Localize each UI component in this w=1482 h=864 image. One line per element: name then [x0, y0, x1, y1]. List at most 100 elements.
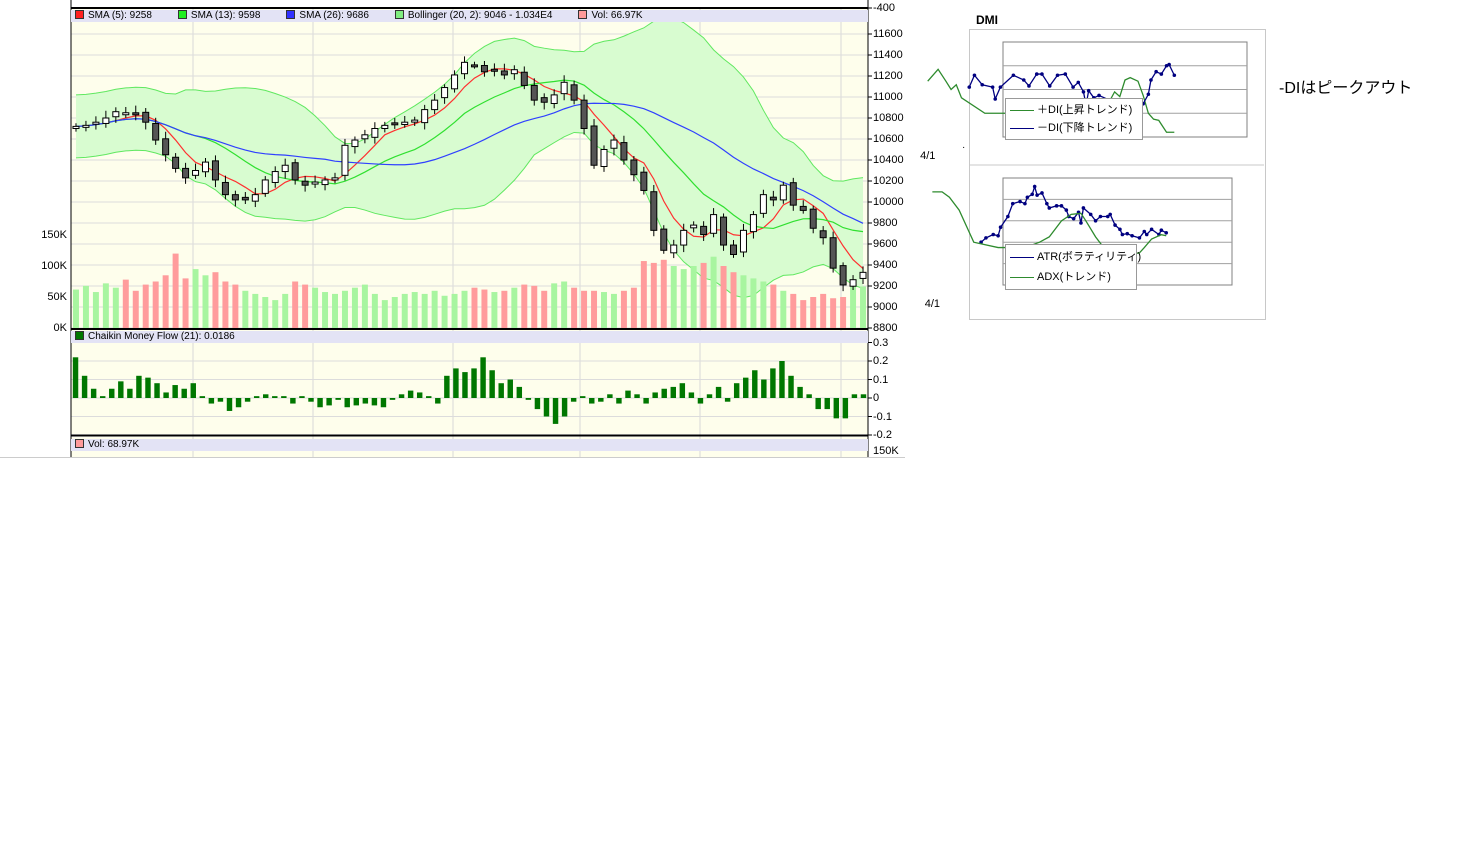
- cmf-bar: [643, 398, 649, 404]
- cmf-bar: [272, 396, 278, 398]
- volume-bar: [680, 269, 687, 328]
- cmf-bar: [851, 394, 858, 398]
- cmf-bar: [389, 398, 396, 400]
- volume-bar: [212, 272, 219, 328]
- volume-bar: [710, 256, 717, 328]
- candle-body: [162, 138, 170, 156]
- candle-body: [271, 171, 279, 183]
- candle-body: [211, 160, 219, 181]
- volume-bar: [252, 293, 259, 328]
- price-tick-label: 10000: [873, 196, 904, 208]
- volume-bar: [501, 290, 508, 328]
- cmf-bar: [244, 398, 251, 402]
- candle-body: [82, 124, 90, 128]
- candle-body: [720, 216, 728, 246]
- volume-bar: [391, 297, 398, 328]
- bollinger-band: [75, 17, 864, 298]
- price-tick-label: 11400: [873, 49, 903, 61]
- candle-body: [241, 196, 249, 201]
- volume-bar: [282, 293, 289, 328]
- cmf-bar: [299, 396, 305, 398]
- candle-body: [580, 99, 588, 130]
- cmf-bar: [824, 398, 830, 410]
- cmf-bar: [534, 398, 541, 410]
- price-tick-label: 9400: [873, 259, 898, 271]
- candle-body: [600, 149, 608, 168]
- cmf-bar: [652, 392, 658, 398]
- candle-body: [670, 244, 678, 254]
- cmf-bar: [516, 386, 523, 398]
- price-tick-label: 9200: [873, 280, 898, 292]
- volume-bar: [830, 298, 837, 328]
- legend-sma5: SMA (5): 9258: [71, 10, 152, 22]
- volume-bar: [840, 297, 847, 328]
- cmf-bar: [426, 396, 432, 398]
- candle-body: [610, 139, 618, 149]
- cmf-bar: [779, 361, 785, 398]
- volume-tick-label: 0K: [53, 322, 67, 334]
- price-tick-label: 10600: [873, 133, 904, 145]
- volume-bar: [302, 284, 309, 328]
- volume-bar: [630, 287, 637, 328]
- cmf-bar: [217, 398, 224, 402]
- cmf-bar: [290, 398, 296, 404]
- volume-bar: [730, 272, 737, 328]
- cmf-bar: [371, 398, 378, 406]
- volume-bar: [332, 293, 338, 328]
- cmf-bar: [498, 383, 504, 398]
- price-tick-label: 11200: [873, 70, 903, 82]
- cmf-bar: [507, 379, 513, 398]
- price-tick-label: -400: [873, 2, 896, 14]
- candle-body: [560, 81, 568, 95]
- volume-bar: [820, 293, 827, 328]
- volume-bar: [122, 279, 129, 328]
- sma26-line: [75, 102, 864, 224]
- candle-body: [570, 84, 578, 101]
- cmf-bar: [172, 385, 178, 398]
- cmf-bar: [118, 381, 124, 398]
- volume-bar: [102, 283, 109, 328]
- candle-body: [520, 71, 528, 86]
- candle-body: [700, 225, 708, 236]
- candle-body: [441, 87, 449, 99]
- candle-body: [251, 194, 259, 202]
- volume-bar: [461, 290, 468, 328]
- cmf-bar: [625, 390, 631, 398]
- volume-bar: [850, 284, 857, 328]
- cmf-bar: [688, 392, 695, 398]
- price-tick-label: 10200: [873, 175, 904, 187]
- cmf-bar: [90, 388, 97, 398]
- volume-tick-label: 150K: [41, 229, 67, 241]
- candle-body: [789, 182, 797, 206]
- candle-body: [132, 112, 140, 116]
- cmf-bar: [525, 398, 532, 400]
- price-tick-label: 11600: [873, 28, 903, 40]
- volume-bar: [551, 283, 558, 328]
- legend-volume: Vol: 66.97K: [574, 10, 643, 22]
- candle-body: [192, 170, 200, 176]
- volume-tick-label: 50K: [47, 291, 67, 303]
- cmf-bar: [353, 398, 360, 406]
- price-tick-label: 10400: [873, 154, 904, 166]
- legend-swatch: [75, 331, 84, 340]
- candle-body: [490, 68, 498, 72]
- cmf-bar: [281, 396, 287, 398]
- volume-bar: [132, 290, 139, 328]
- cmf-bar: [253, 396, 260, 398]
- candle-body: [331, 177, 339, 181]
- legend-sma26: SMA (26): 9686: [282, 10, 369, 22]
- candle-body: [371, 128, 379, 138]
- cmf-bar: [462, 372, 468, 398]
- volume-bar: [272, 300, 279, 328]
- stock-chart: [0, 0, 905, 458]
- volume-bar: [511, 287, 518, 328]
- candle-body: [470, 64, 478, 68]
- cmf-bar: [99, 396, 106, 398]
- candle-body: [301, 180, 309, 186]
- cmf-bar: [752, 370, 758, 398]
- cmf-tick-label: 0.1: [873, 373, 889, 386]
- candle-body: [690, 224, 698, 229]
- cmf-bar: [833, 398, 840, 419]
- candle-body: [431, 99, 439, 111]
- volume-bar: [690, 266, 697, 328]
